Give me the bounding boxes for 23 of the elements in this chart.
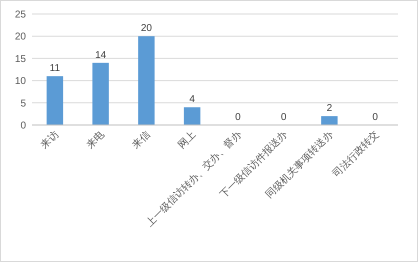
- y-tick-label: 0: [20, 120, 26, 132]
- bar: [46, 76, 64, 125]
- bar: [138, 36, 155, 125]
- x-tick-label: 来访: [38, 128, 61, 152]
- data-label: 0: [235, 112, 242, 123]
- y-tick-label: 10: [14, 76, 26, 88]
- bar: [184, 107, 200, 125]
- y-tick-label: 20: [14, 32, 26, 43]
- data-label: 11: [50, 63, 60, 74]
- y-tick-label: 15: [14, 54, 26, 65]
- data-label: 0: [280, 112, 287, 123]
- data-label: 2: [326, 103, 333, 114]
- x-tick-label: 来电: [84, 128, 107, 152]
- data-label: 4: [189, 94, 196, 106]
- data-label: 14: [95, 50, 107, 61]
- y-tick-label: 5: [20, 98, 26, 110]
- x-tick-label: 网上: [176, 128, 198, 152]
- y-tick-label: 25: [14, 10, 26, 20]
- x-tick-label: 来信: [130, 128, 152, 152]
- data-label: 0: [372, 112, 378, 123]
- bar: [321, 116, 338, 125]
- bar: [92, 62, 109, 125]
- data-label: 20: [140, 23, 152, 34]
